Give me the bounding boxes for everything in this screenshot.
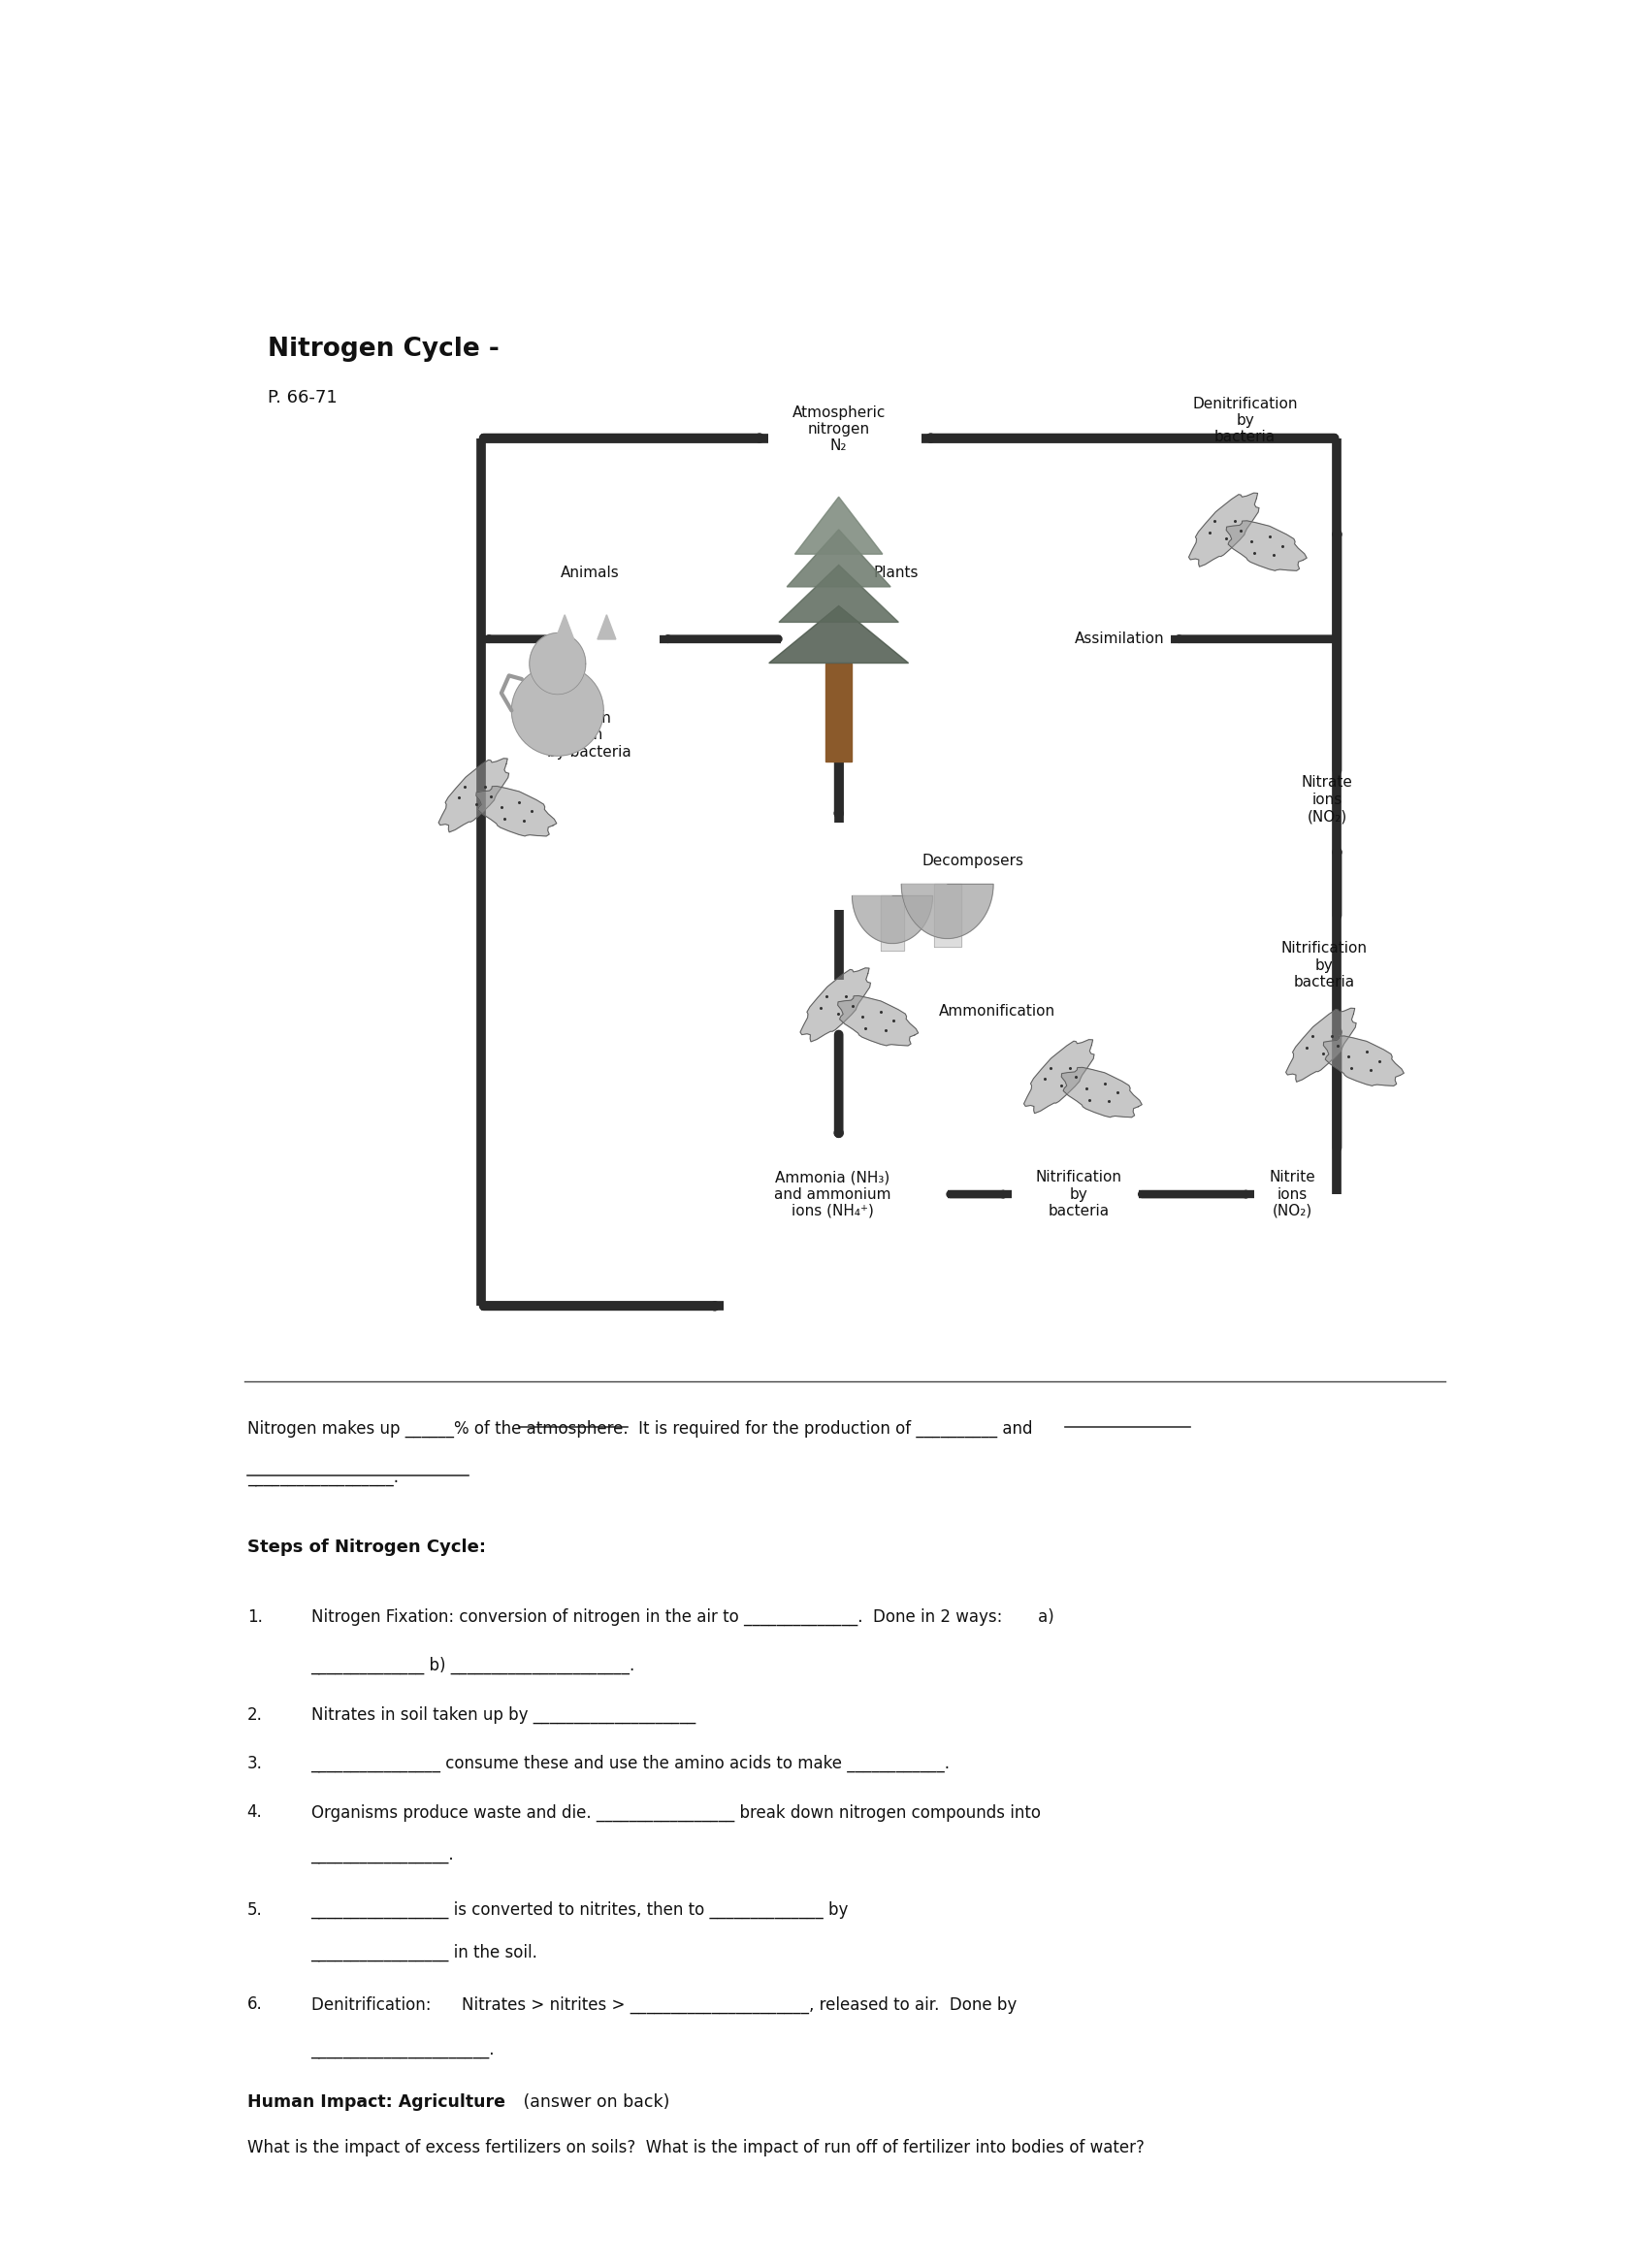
Text: Ammonia (NH₃)
and ammonium
ions (NH₄⁺): Ammonia (NH₃) and ammonium ions (NH₄⁺) bbox=[773, 1170, 890, 1218]
Polygon shape bbox=[529, 633, 585, 694]
Polygon shape bbox=[778, 565, 899, 621]
Text: 5.: 5. bbox=[247, 1901, 262, 1919]
Polygon shape bbox=[477, 787, 557, 837]
Text: Denitrification:      Nitrates > nitrites > ______________________, released to : Denitrification: Nitrates > nitrites > _… bbox=[312, 1996, 1016, 2014]
Text: Organisms produce waste and die. _________________ break down nitrogen compounds: Organisms produce waste and die. _______… bbox=[312, 1803, 1041, 1821]
Text: _________________ in the soil.: _________________ in the soil. bbox=[312, 1944, 538, 1962]
Text: Denitrification
by
bacteria: Denitrification by bacteria bbox=[1192, 397, 1298, 445]
Polygon shape bbox=[1286, 1007, 1355, 1082]
Text: __________________.: __________________. bbox=[247, 1467, 399, 1486]
Text: Nitrification
by
bacteria: Nitrification by bacteria bbox=[1281, 941, 1367, 989]
Text: Nitrogen Fixation: conversion of nitrogen in the air to ______________.  Done in: Nitrogen Fixation: conversion of nitroge… bbox=[312, 1608, 1054, 1626]
Polygon shape bbox=[902, 885, 993, 939]
Polygon shape bbox=[439, 758, 510, 832]
Text: Nitrates in soil taken up by ____________________: Nitrates in soil taken up by ___________… bbox=[312, 1706, 696, 1724]
Text: Ammonification: Ammonification bbox=[938, 1005, 1055, 1018]
Text: Nitrite
ions
(NO₂): Nitrite ions (NO₂) bbox=[1270, 1170, 1316, 1218]
Text: Assimilation: Assimilation bbox=[1075, 631, 1164, 646]
Polygon shape bbox=[800, 968, 871, 1041]
Polygon shape bbox=[768, 606, 909, 662]
Polygon shape bbox=[838, 996, 918, 1046]
Text: _________________ is converted to nitrites, then to ______________ by: _________________ is converted to nitrit… bbox=[312, 1901, 849, 1919]
Polygon shape bbox=[1024, 1039, 1095, 1114]
Polygon shape bbox=[511, 665, 604, 755]
Polygon shape bbox=[933, 885, 961, 948]
Polygon shape bbox=[1189, 492, 1260, 567]
Text: What is the impact of excess fertilizers on soils?  What is the impact of run of: What is the impact of excess fertilizers… bbox=[247, 2139, 1144, 2157]
Text: 2.: 2. bbox=[247, 1706, 262, 1724]
Text: ______________ b) ______________________.: ______________ b) ______________________… bbox=[312, 1658, 635, 1674]
Polygon shape bbox=[1227, 522, 1306, 572]
Text: 6.: 6. bbox=[247, 1996, 262, 2014]
Text: Nitrate
ions
(NO₂): Nitrate ions (NO₂) bbox=[1301, 776, 1352, 823]
Text: ______________________.: ______________________. bbox=[312, 2041, 495, 2059]
Polygon shape bbox=[597, 615, 615, 640]
Text: Nitrogen makes up ______% of the atmosphere.  It is required for the production : Nitrogen makes up ______% of the atmosph… bbox=[247, 1420, 1032, 1438]
Text: 1.: 1. bbox=[247, 1608, 262, 1626]
Polygon shape bbox=[881, 896, 904, 950]
Text: (answer on back): (answer on back) bbox=[518, 2093, 669, 2112]
Polygon shape bbox=[1062, 1068, 1143, 1118]
Text: Animals: Animals bbox=[561, 565, 618, 581]
Text: Nitrogen Cycle -: Nitrogen Cycle - bbox=[267, 336, 500, 363]
Text: Atmospheric
nitrogen
N₂: Atmospheric nitrogen N₂ bbox=[792, 406, 886, 454]
Polygon shape bbox=[795, 497, 882, 553]
Text: Nitrification
by
bacteria: Nitrification by bacteria bbox=[1036, 1170, 1123, 1218]
Text: 4.: 4. bbox=[247, 1803, 262, 1821]
Text: Decomposers: Decomposers bbox=[922, 853, 1024, 869]
Text: Plants: Plants bbox=[874, 565, 918, 581]
Polygon shape bbox=[787, 528, 890, 587]
Text: Steps of Nitrogen Cycle:: Steps of Nitrogen Cycle: bbox=[247, 1538, 486, 1556]
Text: Human Impact: Agriculture: Human Impact: Agriculture bbox=[247, 2093, 505, 2112]
Polygon shape bbox=[1324, 1036, 1403, 1086]
Polygon shape bbox=[826, 662, 851, 762]
Text: ________________ consume these and use the amino acids to make ____________.: ________________ consume these and use t… bbox=[312, 1755, 950, 1774]
Text: 3.: 3. bbox=[247, 1755, 262, 1771]
Text: Nitrogen
fixation
by bacteria: Nitrogen fixation by bacteria bbox=[547, 710, 632, 760]
Polygon shape bbox=[853, 896, 933, 943]
Text: _________________.: _________________. bbox=[312, 1846, 453, 1862]
Text: P. 66-71: P. 66-71 bbox=[267, 390, 336, 406]
Polygon shape bbox=[556, 615, 574, 640]
